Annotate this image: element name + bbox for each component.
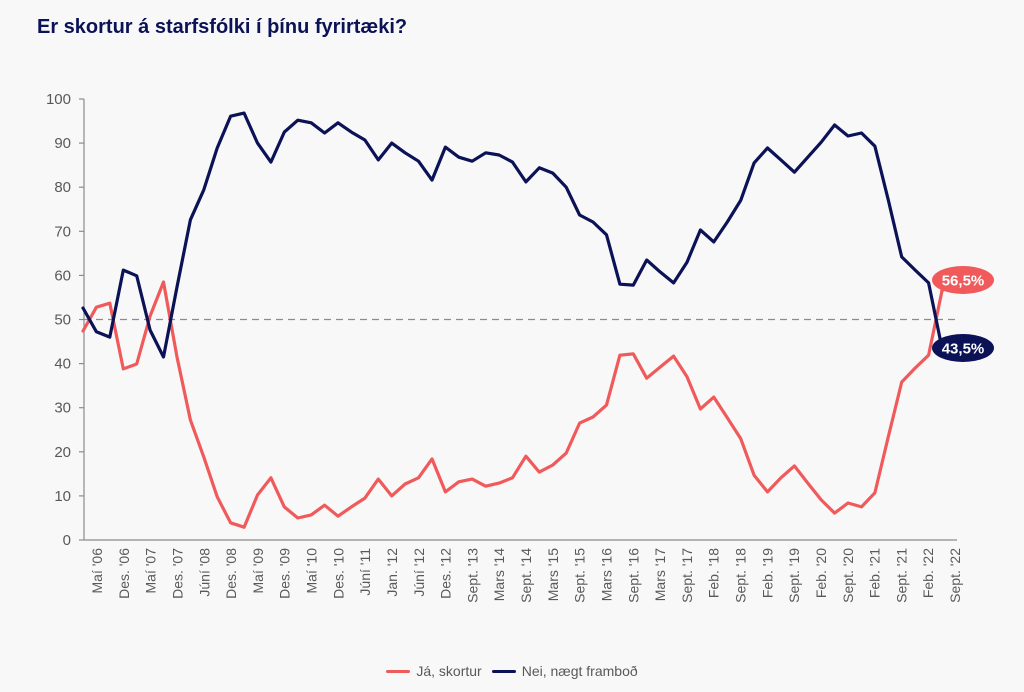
x-tick-label: Sept. '14 [518,548,534,603]
x-tick-label: Feb. '20 [813,548,829,598]
x-tick-label: Feb. '19 [759,548,775,598]
x-tick-label: Feb. '22 [920,548,936,598]
end-label-text: 56,5% [942,273,985,290]
x-tick-label: Des. '09 [277,548,293,599]
legend-swatch-ja [386,669,411,673]
x-tick-label: Maí '09 [250,548,266,594]
legend-item-nei[interactable]: Nei, nægt framboð [491,663,638,679]
x-tick-label: Sept. '15 [572,548,588,603]
x-tick-label: Des. '06 [116,548,132,599]
x-tick-label: Mars '17 [652,548,668,601]
series-lines [81,111,944,529]
y-axis: 0 10 20 30 40 50 60 70 80 90 100 [46,91,85,549]
y-tick-label: 90 [54,135,71,152]
y-tick-label: 60 [54,267,71,284]
x-tick-label: Jan. '12 [384,548,400,597]
x-tick-label: Mars '16 [598,548,614,601]
y-tick-label: 80 [54,179,71,196]
x-tick-label: Des. '07 [169,548,185,599]
x-tick-label: Sept. '18 [733,548,749,603]
legend-item-ja[interactable]: Já, skortur [386,663,482,679]
series-line-nei [81,111,944,359]
x-tick-label: Des. '12 [438,548,454,599]
chart-title: Er skortur á starfsfólki í þínu fyrirtæk… [37,16,408,38]
x-tick-label: Mars '15 [545,548,561,601]
y-tick-label: 40 [54,356,71,373]
y-tick-label: 70 [54,223,71,240]
x-tick-label: Júní '12 [411,548,427,597]
y-tick-label: 20 [54,444,71,461]
y-tick-label: 0 [63,532,71,549]
y-tick-label: 30 [54,400,71,417]
legend-label-nei: Nei, nægt framboð [521,663,638,679]
y-tick-label: 100 [46,91,71,108]
x-tick-label: Sept. '19 [786,548,802,603]
legend-swatch-nei [491,669,516,673]
x-tick-label: Maí '06 [89,548,105,594]
end-label-bubble [932,334,994,362]
end-labels: 56,5% 43,5% [932,266,994,362]
x-tick-label: Mars '14 [491,548,507,601]
x-tick-label: Sept. '21 [893,548,909,603]
y-tick-label: 50 [54,312,71,329]
x-tick-label: Júní '11 [357,548,373,596]
x-tick-label: Sept. '17 [679,548,695,603]
x-tick-label: Des. '10 [330,548,346,599]
legend-label-ja: Já, skortur [416,663,482,679]
x-tick-label: Feb. '21 [867,548,883,598]
x-tick-label: Des. '08 [223,548,239,599]
x-axis: Maí '06 Des. '06 Maí '07 Des. '07 Júní '08 De… [84,539,963,603]
x-tick-label: Júní '08 [196,548,212,597]
legend: Já, skortur Nei, nægt framboð [0,663,1024,679]
x-tick-label: Sept. '13 [464,548,480,603]
x-tick-label: Sept. '16 [625,548,641,603]
x-tick-label: Maí '07 [143,548,159,594]
y-tick-label: 10 [54,488,71,505]
end-label-bubble [932,266,994,294]
end-label-text: 43,5% [942,341,985,358]
series-line-ja [81,280,944,529]
x-tick-label: Feb. '18 [706,548,722,598]
x-tick-label: Sept. '22 [947,548,963,603]
x-tick-label: Maí '10 [304,548,320,594]
x-tick-label: Sept. '20 [840,548,856,603]
